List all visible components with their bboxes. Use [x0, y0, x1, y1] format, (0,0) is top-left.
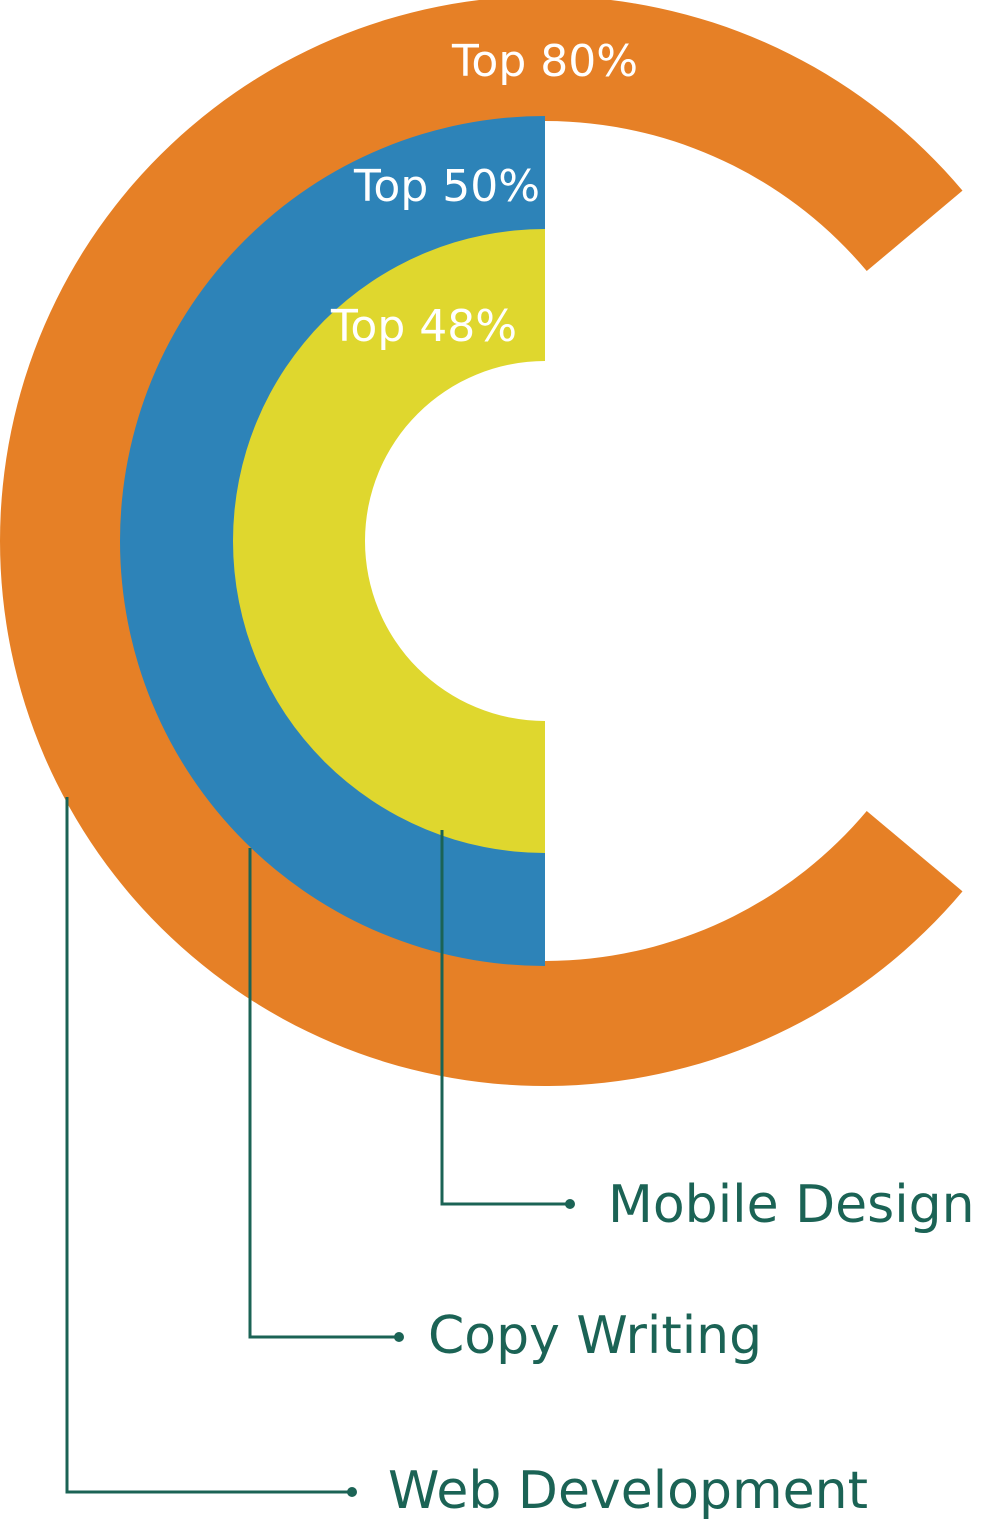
- leader-lines: [65, 797, 575, 1497]
- leader-dot-copy-writing: [394, 1332, 404, 1342]
- leader-dot-mobile-design: [565, 1199, 575, 1209]
- leader-line-copy-writing: [248, 848, 399, 1339]
- leader-line-web-development: [65, 797, 352, 1494]
- ring-arc-copy-writing: [120, 116, 545, 966]
- ring-arc-web-development: [0, 0, 963, 1086]
- ring-arc-mobile-design: [233, 229, 545, 853]
- ring-label-web-development: Top 80%: [451, 36, 638, 87]
- ring-arcs: [0, 0, 963, 1086]
- legend-label-copy-writing: Copy Writing: [428, 1306, 762, 1366]
- ring-label-mobile-design: Top 48%: [330, 301, 517, 352]
- leader-dot-web-development: [347, 1487, 357, 1497]
- ring-label-copy-writing: Top 50%: [353, 161, 540, 212]
- legend-label-web-development: Web Development: [388, 1461, 868, 1521]
- leader-line-mobile-design: [440, 830, 570, 1206]
- legend-label-mobile-design: Mobile Design: [608, 1175, 975, 1235]
